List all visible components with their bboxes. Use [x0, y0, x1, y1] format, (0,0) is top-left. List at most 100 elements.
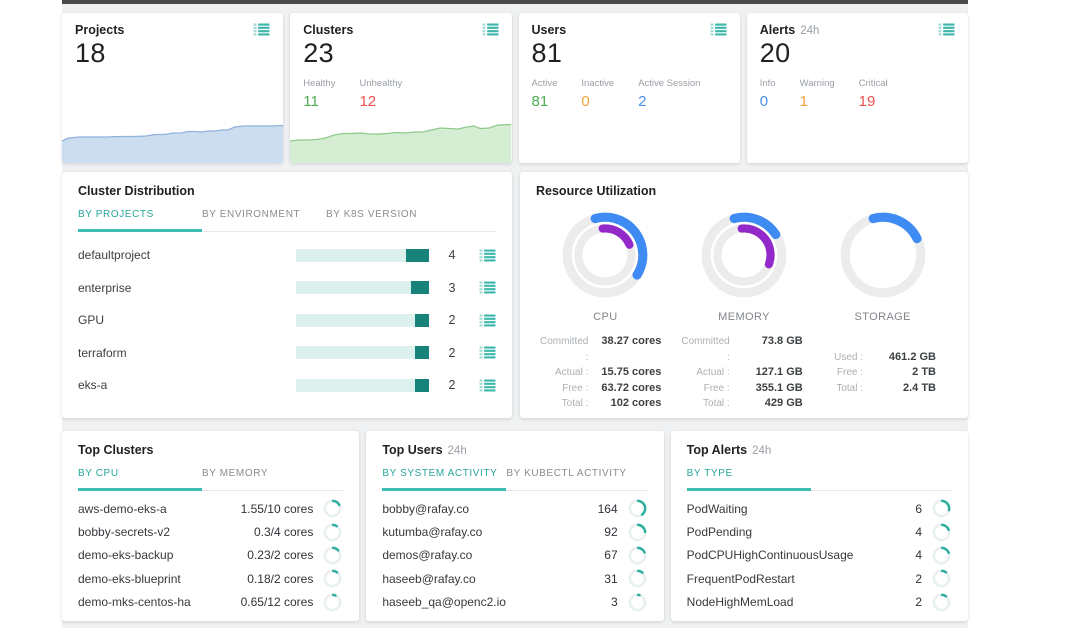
info-stat: Info 0 [759, 78, 776, 110]
cpu-stats: Committed :38.27 cores Actual :15.75 cor… [540, 335, 662, 409]
bottom-row: Top Clusters BY CPU BY MEMORY aws-demo-e… [62, 431, 968, 621]
activity-donut [628, 546, 647, 565]
projects-trend-chart [62, 118, 284, 163]
list-icon[interactable] [253, 23, 270, 36]
storage-donut-chart [840, 212, 926, 298]
list-item: bobby-secrets-v2 0.3/4 cores [78, 520, 343, 543]
storage-stats: Used :461.2 GB Free :2 TB Total :2.4 TB [834, 350, 936, 394]
tab-by-kubectl-activity[interactable]: BY KUBECTL ACTIVITY [506, 468, 627, 479]
alerts-count: 20 [759, 38, 791, 68]
resource-utilization-title: Resource Utilization [536, 184, 657, 198]
top-users-timeframe: 24h [447, 445, 467, 457]
top-users-title: Top Users 24h [382, 443, 467, 457]
activity-donut [628, 523, 647, 541]
list-icon[interactable] [938, 23, 955, 36]
top-clusters-list: aws-demo-eks-a 1.55/10 cores bobby-secret… [78, 497, 343, 614]
usage-donut [323, 593, 342, 612]
cluster-distribution-list: defaultproject 4 enterprise 3 GPU [78, 239, 496, 402]
memory-stats: Committed :73.8 GB Actual :127.1 GB Free… [681, 335, 803, 409]
list-icon[interactable] [482, 23, 499, 36]
list-item: PodPending 4 [687, 520, 952, 543]
warning-stat: Warning 1 [799, 78, 835, 110]
tab-by-projects[interactable]: BY PROJECTS [78, 209, 202, 232]
top-users-list: bobby@rafay.co 164 kutumba@rafay.co 92 dem… [382, 497, 647, 614]
distribution-bar [296, 281, 429, 295]
inactive-stat: Inactive 0 [581, 78, 615, 110]
active-session-stat: Active Session 2 [638, 78, 701, 110]
summary-cards-row: Projects 18 Clusters 23 Healthy 11 [62, 13, 968, 163]
alerts-timeframe: 24h [800, 25, 820, 37]
distribution-row: enterprise 3 [78, 272, 496, 305]
tab-by-k8s-version[interactable]: BY K8S VERSION [326, 209, 418, 220]
alert-donut [932, 499, 951, 518]
clusters-card-title: Clusters [303, 23, 354, 37]
clusters-trend-chart [290, 118, 512, 163]
list-icon[interactable] [479, 379, 496, 392]
dashboard-content: Projects 18 Clusters 23 Healthy 11 [62, 0, 968, 628]
tab-by-environment[interactable]: BY ENVIRONMENT [202, 209, 301, 220]
list-item: PodCPUHighContinuousUsage 4 [687, 544, 952, 567]
tab-by-type[interactable]: BY TYPE [686, 468, 811, 491]
distribution-row: terraform 2 [78, 337, 496, 370]
users-card-title: Users [531, 23, 567, 37]
clusters-count: 23 [303, 38, 335, 68]
top-alerts-timeframe: 24h [752, 445, 772, 457]
top-clusters-card: Top Clusters BY CPU BY MEMORY aws-demo-e… [62, 431, 360, 621]
usage-donut [323, 523, 342, 541]
alerts-card: Alerts 24h 20 Info 0 Warning 1 Critical [746, 13, 968, 163]
top-alerts-title: Top Alerts 24h [686, 443, 772, 457]
middle-row: Cluster Distribution BY PROJECTS BY ENVI… [62, 172, 968, 418]
usage-donut [323, 546, 342, 565]
resource-utilization-card: Resource Utilization CPU MEMORY STORAGE [520, 172, 968, 418]
list-icon[interactable] [479, 281, 496, 294]
projects-card-title: Projects [75, 23, 125, 37]
alert-donut [932, 523, 951, 541]
alert-donut [932, 569, 951, 588]
usage-donut [323, 569, 342, 588]
list-item: haseeb_qa@openc2.io 3 [382, 591, 647, 614]
list-icon[interactable] [479, 314, 496, 327]
distribution-bar [296, 313, 429, 327]
list-item: PodWaiting 6 [687, 497, 952, 520]
list-item: bobby@rafay.co 164 [382, 497, 647, 520]
tab-by-memory[interactable]: BY MEMORY [202, 468, 269, 479]
alert-donut [932, 593, 951, 612]
tab-by-system-activity[interactable]: BY SYSTEM ACTIVITY [382, 468, 507, 491]
list-icon[interactable] [479, 346, 496, 359]
distribution-bar [296, 346, 429, 360]
list-item: demo-eks-blueprint 0.18/2 cores [78, 567, 343, 590]
memory-gauge: MEMORY [675, 206, 814, 323]
clusters-card: Clusters 23 Healthy 11 Unhealthy 12 [290, 13, 512, 163]
top-clusters-tabs: BY CPU BY MEMORY [78, 468, 344, 491]
projects-count: 18 [75, 38, 106, 68]
storage-gauge: STORAGE [813, 206, 952, 323]
top-alerts-card: Top Alerts 24h BY TYPE PodWaiting 6 PodPen… [670, 431, 968, 621]
distribution-bar [296, 248, 429, 262]
users-count: 81 [531, 38, 563, 68]
list-icon[interactable] [710, 23, 727, 36]
list-item: demo-mks-centos-ha 0.65/12 cores [78, 591, 343, 614]
activity-donut [628, 569, 647, 588]
users-card: Users 81 Active 81 Inactive 0 Active Ses… [518, 13, 740, 163]
distribution-row: GPU 2 [78, 304, 496, 337]
list-item: NodeHighMemLoad 2 [687, 591, 952, 614]
usage-donut [323, 499, 342, 518]
projects-card: Projects 18 [62, 13, 284, 163]
cluster-distribution-tabs: BY PROJECTS BY ENVIRONMENT BY K8S VERSIO… [78, 209, 496, 232]
list-item: aws-demo-eks-a 1.55/10 cores [78, 497, 343, 520]
utilization-stats: Committed :38.27 cores Actual :15.75 cor… [536, 334, 952, 412]
critical-stat: Critical 19 [858, 78, 888, 110]
list-icon[interactable] [479, 249, 496, 262]
cpu-gauge: CPU [536, 206, 675, 323]
distribution-bar [296, 378, 429, 392]
distribution-row: defaultproject 4 [78, 239, 496, 272]
list-item: kutumba@rafay.co 92 [382, 520, 647, 543]
alerts-card-title: Alerts 24h [759, 23, 820, 37]
utilization-gauges: CPU MEMORY STORAGE [536, 206, 952, 323]
healthy-stat: Healthy 11 [303, 78, 336, 110]
distribution-row: eks-a 2 [78, 369, 496, 402]
memory-donut-chart [701, 212, 787, 298]
tab-by-cpu[interactable]: BY CPU [78, 468, 202, 491]
list-item: demo-eks-backup 0.23/2 cores [78, 544, 343, 567]
